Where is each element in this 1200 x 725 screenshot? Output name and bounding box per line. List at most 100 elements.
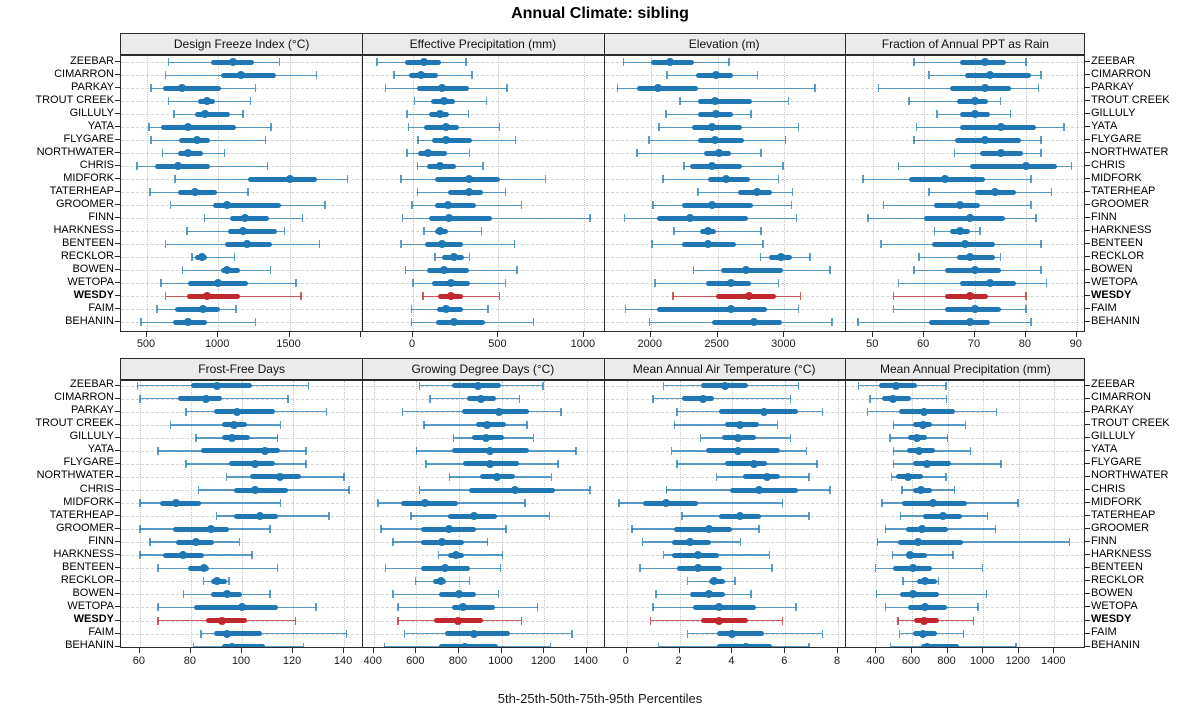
whisker-cap-low: [411, 201, 413, 210]
whisker-cap-high: [782, 162, 784, 171]
whisker-cap-low: [215, 512, 218, 521]
grid-col-line: [626, 381, 628, 647]
whisker-cap-high: [264, 136, 267, 145]
site-tick-right: [1085, 528, 1090, 530]
median-dot: [469, 512, 478, 521]
median-dot: [464, 188, 473, 197]
whisker-cap-high: [1040, 149, 1042, 158]
whisker-cap-high: [1009, 110, 1012, 119]
median-dot: [227, 642, 236, 647]
whisker-cap-high: [516, 266, 518, 275]
whisker-cap-high: [994, 525, 997, 534]
median-dot: [459, 603, 468, 612]
grid-col-line: [544, 381, 546, 647]
whisker-cap-low: [897, 162, 900, 171]
grid-row-line: [121, 490, 1084, 491]
interquartile-bar: [642, 500, 699, 506]
median-dot: [966, 214, 974, 223]
whisker-cap-low: [673, 227, 675, 236]
grid-row-line: [121, 309, 1084, 311]
axis-tick: [946, 648, 948, 653]
site-tick-right: [1085, 515, 1090, 517]
axis-tick: [783, 332, 785, 337]
whisker-cap-high: [228, 577, 230, 586]
whisker-cap-high: [776, 420, 779, 429]
grid-row-line: [121, 127, 1084, 129]
grid-col-line: [373, 381, 375, 647]
axis-tick-label: 1000: [488, 655, 513, 667]
median-dot: [749, 459, 758, 468]
median-dot: [918, 420, 927, 429]
site-tick-left: [115, 243, 120, 245]
site-label-right: TATERHEAP: [1091, 508, 1156, 521]
interquartile-bar: [229, 215, 269, 221]
site-tick-right: [1085, 606, 1090, 608]
interquartile-bar: [212, 202, 281, 208]
median-dot: [916, 486, 925, 494]
grid-col-line: [1076, 56, 1078, 331]
whisker-cap-high: [734, 577, 736, 586]
percentile-whisker: [438, 554, 503, 557]
site-label-left: PARKAY: [71, 404, 114, 417]
axis-tick-label: 0: [622, 655, 629, 667]
site-tick-right: [1085, 87, 1090, 89]
whisker-cap-low: [157, 603, 159, 612]
axis-tick-label: 1500: [276, 338, 301, 350]
whisker-cap-low: [908, 97, 910, 106]
median-dot: [991, 188, 1000, 197]
site-tick-right: [1085, 100, 1090, 102]
whisker-cap-high: [952, 551, 954, 560]
whisker-cap-high: [1025, 292, 1027, 301]
median-dot: [694, 551, 703, 560]
grid-col-line: [983, 381, 985, 647]
median-dot: [435, 110, 444, 119]
interquartile-bar: [190, 383, 253, 389]
whisker-cap-low: [928, 188, 930, 197]
median-dot: [741, 642, 750, 647]
grid-col-line: [912, 381, 913, 647]
site-tick-left: [115, 61, 120, 63]
interquartile-bar: [213, 631, 263, 637]
whisker-cap-low: [139, 551, 141, 560]
interquartile-bar: [656, 306, 767, 312]
median-dot: [424, 149, 433, 158]
grid-row-line: [121, 283, 1084, 285]
axis-tick: [678, 648, 680, 653]
site-label-right: WETOPA: [1091, 599, 1138, 612]
median-dot: [966, 292, 974, 301]
axis-tick: [1053, 648, 1055, 653]
whisker-cap-high: [821, 407, 824, 416]
percentile-whisker: [201, 632, 347, 635]
interquartile-bar: [188, 565, 209, 571]
grid-row-line: [121, 153, 1084, 155]
whisker-cap-high: [315, 603, 317, 612]
axis-tick-label: 2000: [637, 338, 663, 350]
site-label-right: FLYGARE: [1091, 456, 1142, 469]
whisker-cap-low: [679, 97, 681, 106]
site-tick-right: [1085, 554, 1090, 556]
site-label-right: FAIM: [1091, 626, 1117, 639]
whisker-cap-high: [1017, 499, 1019, 508]
median-dot: [908, 564, 917, 573]
interquartile-bar: [929, 319, 991, 325]
whisker-cap-high: [1040, 266, 1042, 275]
whisker-cap-high: [750, 590, 752, 599]
interquartile-bar: [720, 267, 783, 273]
whisker-cap-high: [269, 590, 271, 599]
site-tick-left: [115, 152, 120, 154]
axis-tick: [1024, 332, 1026, 337]
site-label-left: WESDY: [73, 288, 114, 301]
median-dot: [745, 292, 753, 301]
median-dot: [232, 407, 241, 416]
whisker-cap-high: [945, 472, 947, 481]
whisker-cap-high: [560, 407, 562, 416]
whisker-cap-high: [758, 525, 760, 534]
whisker-cap-low: [174, 175, 176, 184]
whisker-cap-high: [945, 381, 947, 390]
axis-tick-label: 1200: [1005, 655, 1030, 667]
site-label-right: RECKLOR: [1091, 573, 1145, 586]
axis-tick-label: 50: [866, 338, 879, 350]
site-tick-left: [115, 449, 120, 451]
whisker-cap-high: [223, 149, 226, 158]
